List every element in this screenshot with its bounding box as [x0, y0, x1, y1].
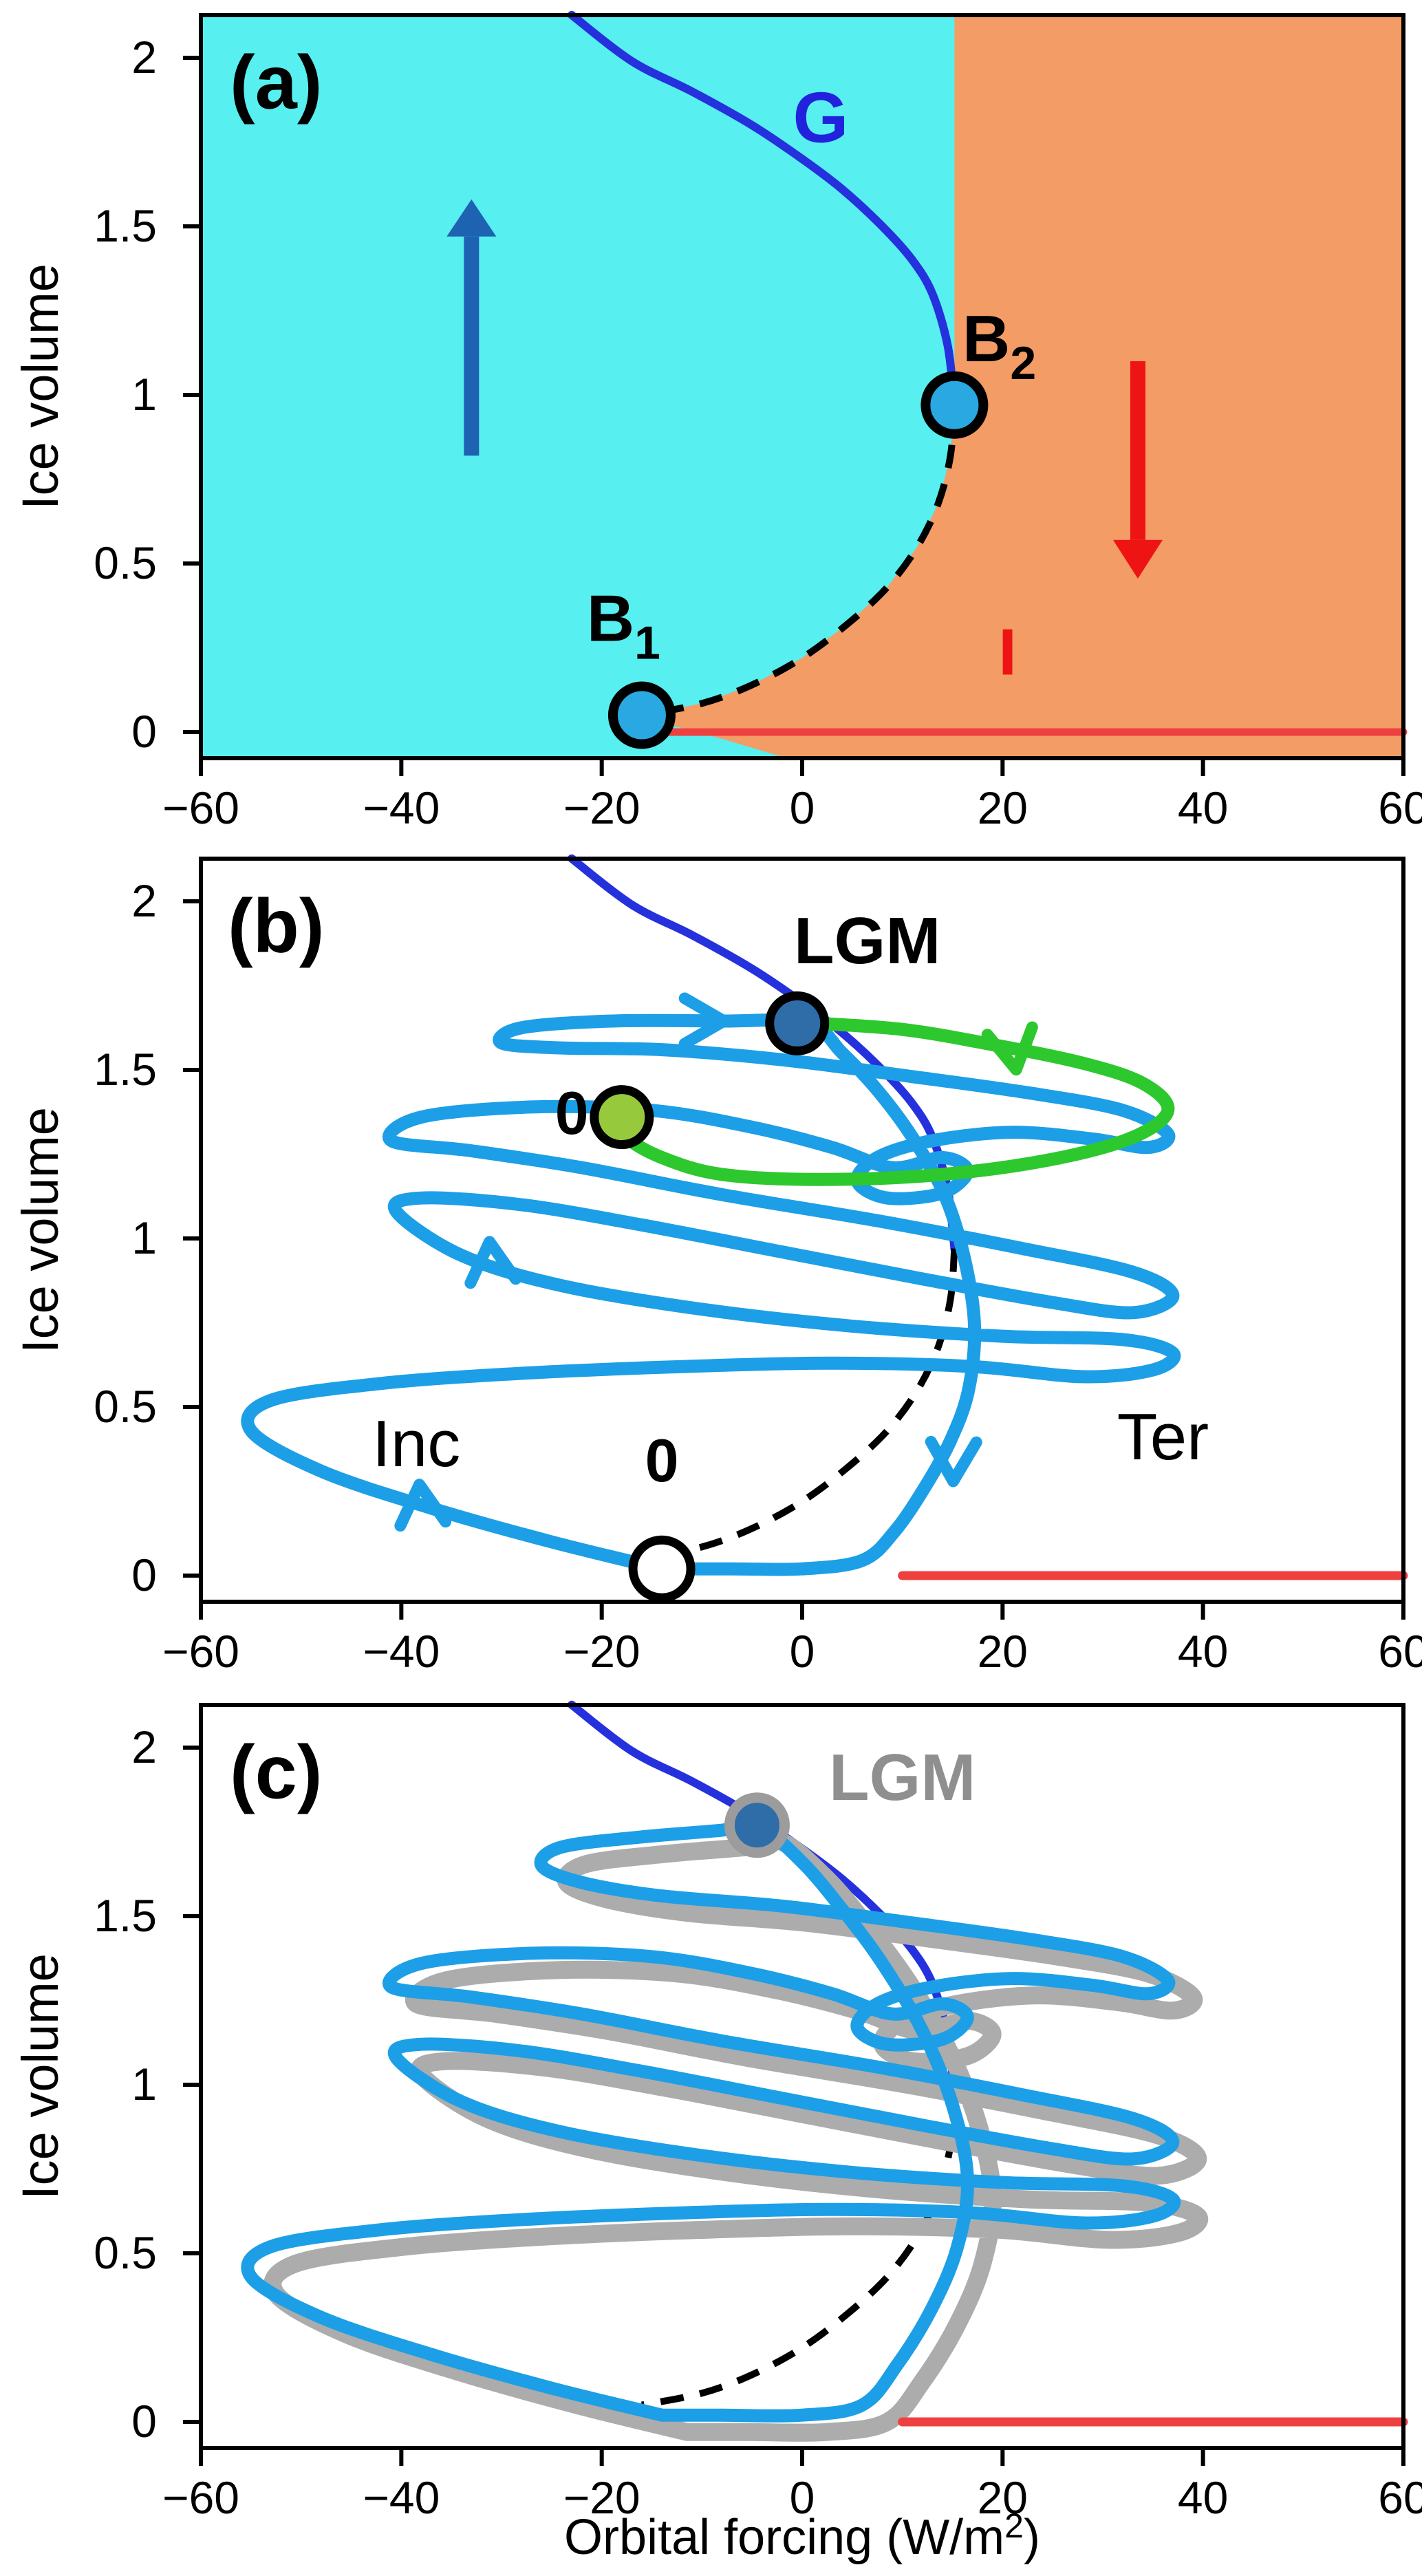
x-tick-label: 20 [978, 782, 1028, 833]
x-tick-label: −20 [563, 782, 640, 833]
panel-letter-a: (a) [230, 41, 322, 125]
x-tick-label: −40 [363, 1626, 440, 1677]
y-tick-label: 0 [131, 706, 157, 757]
x-tick-label: 20 [978, 1626, 1028, 1677]
x-tick-label: 40 [1178, 782, 1228, 833]
y-tick-label: 1.5 [94, 200, 157, 251]
x-tick-label: −60 [162, 1626, 239, 1677]
model-trajectory-curve [241, 1816, 1181, 2423]
x-tick-label: 40 [1178, 1626, 1228, 1677]
label-zero-white: 0 [645, 1426, 679, 1494]
y-tick-label: 0.5 [94, 2227, 157, 2278]
y-tick-label: 1.5 [94, 1044, 157, 1095]
x-tick-label: −60 [162, 2472, 239, 2523]
label-zero-green: 0 [555, 1079, 589, 1147]
y-axis-title: Ice volume [12, 1953, 69, 2200]
y-tick-label: 0.5 [94, 1381, 157, 1432]
x-tick-label: −40 [363, 782, 440, 833]
y-axis-title: Ice volume [12, 264, 69, 510]
flow-arrow-green [981, 1021, 1038, 1076]
y-tick-label: 1 [131, 1212, 157, 1263]
x-tick-label: 0 [790, 782, 815, 833]
flow-arrow-top [678, 992, 730, 1050]
label-I: I [998, 616, 1017, 689]
x-tick-label: −20 [563, 2472, 640, 2523]
panel-letter-c: (c) [230, 1730, 322, 1815]
label-G: G [793, 78, 848, 158]
label-B2: B2 [962, 302, 1036, 389]
x-tick-label: 40 [1178, 2472, 1228, 2523]
label-LGM: LGM [794, 904, 940, 978]
axes-c: −60 −40 −20 0 20 40 60 0 0.5 1 1.5 2 [94, 1703, 1422, 2523]
label-Ter: Ter [1117, 1400, 1209, 1474]
axes-a: −60 −40 −20 0 20 40 60 0 0.5 1 1.5 2 [94, 13, 1422, 833]
model-trajectory-curve [241, 1013, 1181, 1576]
ice-growth-arrow-head-icon [446, 199, 497, 237]
y-tick-label: 1 [131, 369, 157, 420]
y-tick-label: 2 [131, 875, 157, 926]
x-tick-label: 60 [1378, 782, 1422, 833]
deglaciation-region [641, 14, 1403, 759]
label-Inc: Inc [372, 1407, 460, 1481]
label-B1: B1 [587, 582, 660, 669]
x-tick-label: 60 [1378, 2472, 1422, 2523]
x-tick-label: 0 [790, 1626, 815, 1677]
x-tick-label: −40 [363, 2472, 440, 2523]
y-tick-label: 2 [131, 32, 157, 83]
y-tick-label: 0 [131, 1549, 157, 1600]
ice-decay-arrow-head-icon [1112, 539, 1163, 579]
panel-a: (a) G B2 B1 I −60 −40 −20 0 20 40 60 0 0.5 1 1.5 2 Ice vo… [12, 10, 1422, 833]
x-tick-label: 20 [978, 2472, 1028, 2523]
x-tick-label: 60 [1378, 1626, 1422, 1677]
panel-b: (b) LGM 0 Inc 0 Ter −60 −40 −20 0 20 40 60 0 0.5 1 1.5 2 I… [12, 854, 1422, 1677]
x-tick-label: −60 [162, 782, 239, 833]
y-tick-label: 2 [131, 1721, 157, 1772]
flow-arrow-midleft [464, 1236, 522, 1289]
x-tick-label: 0 [790, 2472, 815, 2523]
axes-b: −60 −40 −20 0 20 40 60 0 0.5 1 1.5 2 [94, 857, 1422, 1677]
point-B1 [607, 681, 676, 749]
point-LGM [765, 991, 830, 1055]
point-B2 [920, 371, 989, 439]
label-LGM-gray: LGM [829, 1741, 976, 1814]
panel-c: (c) LGM −60 −40 −20 0 20 40 60 0 0.5 1 1.5 2 Ice volum… [12, 1700, 1422, 2523]
point-present-white [628, 1535, 696, 1602]
y-tick-label: 1 [131, 2059, 157, 2110]
panel-letter-b: (b) [228, 884, 324, 969]
flow-arrow-bottomleft [394, 1479, 452, 1532]
G-branch-curve [567, 10, 959, 409]
y-axis-title: Ice volume [12, 1107, 69, 1353]
x-axis-title: Orbital forcing (W/m2) [564, 2507, 1040, 2565]
y-tick-label: 0.5 [94, 537, 157, 588]
point-present-green [590, 1085, 654, 1150]
flow-arrow-termination [925, 1435, 982, 1488]
y-tick-label: 1.5 [94, 1890, 157, 1941]
point-LGM [724, 1792, 790, 1858]
y-tick-label: 0 [131, 2396, 157, 2447]
x-tick-label: −20 [563, 1626, 640, 1677]
